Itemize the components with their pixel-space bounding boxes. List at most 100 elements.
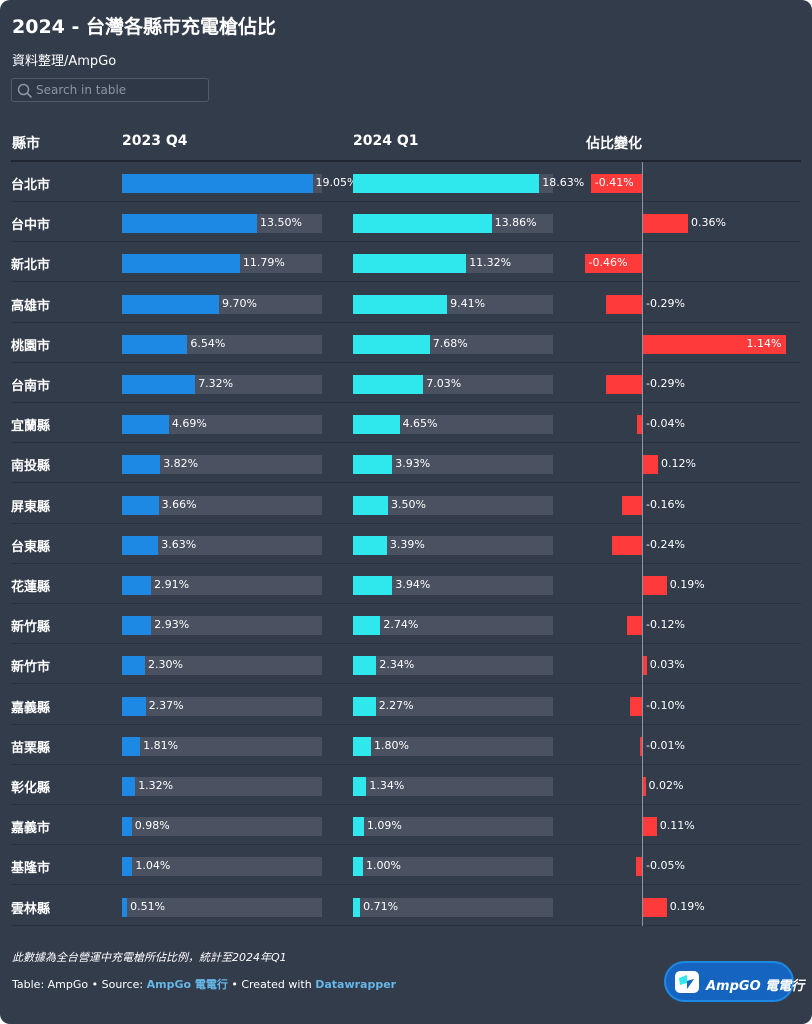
q1-bar-track: 1.80% [353,736,553,756]
change-bar [605,375,642,394]
table-row: 台南市 7.32% 7.03% -0.29% [11,363,801,403]
q1-bar [353,254,467,274]
q1-bar [353,334,430,354]
county-label: 基隆市 [11,861,51,877]
q4-bar [122,817,132,837]
q4-bar [122,616,152,636]
change-value-label: 0.19% [669,899,705,913]
q4-bar-track: 2.37% [122,696,322,716]
q1-bar [353,214,492,234]
data-note: 此數據為全台營運中充電槍所佔比例，統計至2024年Q1 [12,951,287,964]
row-divider [11,804,801,805]
datawrapper-link[interactable]: Datawrapper [315,978,397,991]
change-bar [637,415,642,435]
q1-bar [353,294,448,314]
county-label: 苗栗縣 [11,740,51,756]
row-divider [11,763,801,765]
q1-bar-track: 2.27% [353,696,553,716]
change-value-label: -0.10% [646,698,685,712]
change-value-label: 0.12% [661,457,696,471]
q4-bar-track: 2.91% [122,576,322,595]
table-row: 新竹市 2.30% 2.34% 0.03% [11,644,801,685]
q1-bar-track: 3.93% [353,455,553,475]
table-row: 高雄市 9.70% 9.41% -0.29% [11,283,801,323]
table-row: 台北市 19.05% 18.63% -0.41% [11,162,801,202]
q4-bar-track: 1.32% [122,777,322,796]
q1-bar-track: 18.63% [353,174,584,193]
source-link[interactable]: AmpGo 電電行 [146,978,228,991]
county-label: 桃園市 [11,338,51,354]
change-bar [605,294,642,314]
column-header-change[interactable]: 佔比變化 [586,136,642,152]
header-divider [11,160,801,162]
search-icon [17,83,33,99]
q4-bar [122,656,145,676]
q4-value-label: 9.70% [222,296,257,310]
q1-value-label: 7.03% [426,377,462,390]
row-divider [11,683,801,685]
q4-value-label: 11.79% [242,256,285,270]
chart-subtitle: 資料整理/AmpGo [12,54,117,69]
row-divider [11,321,801,323]
row-divider [11,361,801,363]
q4-value-label: 4.69% [171,417,207,431]
change-value-label: 1.14% [746,336,782,350]
q4-bar-track: 19.05% [122,174,357,193]
table-row: 基隆市 1.04% 1.00% -0.05% [11,845,801,886]
row-divider [11,281,801,283]
q4-value-label: 1.32% [138,779,174,792]
q1-bar-track: 1.09% [353,817,553,837]
row-divider [11,522,801,524]
county-label: 嘉義縣 [11,700,51,716]
footer-prefix: Table: AmpGo • Source: [12,978,147,991]
q4-bar-track: 0.98% [122,817,322,837]
county-label: 屏東縣 [11,499,51,515]
q1-bar [353,375,424,394]
change-value-label: 0.36% [691,216,726,230]
q1-bar [353,897,361,917]
q4-bar-track: 3.82% [122,455,322,475]
column-header-county[interactable]: 縣市 [12,136,40,152]
q4-value-label: 2.37% [148,698,184,712]
change-bar [629,696,642,716]
row-divider [11,643,801,645]
table-row: 新竹縣 2.93% 2.74% -0.12% [11,604,801,645]
q4-bar-track: 0.51% [122,897,322,917]
q1-bar [353,736,371,756]
q1-value-label: 4.65% [402,417,438,431]
row-divider [11,884,801,886]
q1-value-label: 11.32% [469,256,512,270]
column-header-q4[interactable]: 2023 Q4 [122,133,188,149]
change-bar [643,656,647,676]
change-bar [612,535,642,555]
q1-value-label: 3.93% [395,457,431,471]
q4-value-label: 6.54% [190,336,226,350]
county-label: 新竹縣 [11,620,51,636]
table-row: 苗栗縣 1.81% 1.80% -0.01% [11,725,801,765]
q1-bar [353,857,363,877]
change-bar [643,455,658,475]
county-label: 南投縣 [11,459,51,475]
search-input[interactable] [36,81,204,99]
q4-bar [122,495,159,515]
q1-bar [353,415,400,435]
q4-bar [122,535,159,555]
q1-value-label: 9.41% [450,296,486,310]
table-row: 桃園市 6.54% 7.68% 1.14% [11,323,801,363]
q1-bar-track: 7.03% [353,375,553,394]
search-box [11,78,209,102]
footer-credits: Table: AmpGo • Source: AmpGo 電電行 • Creat… [12,976,396,992]
q4-bar [122,415,169,435]
q4-bar [122,334,188,354]
change-value-label: -0.41% [594,176,634,189]
q1-bar-track: 4.65% [353,415,553,435]
column-header-q1[interactable]: 2024 Q1 [353,133,419,149]
q4-bar-track: 11.79% [122,254,322,274]
county-label: 台北市 [11,178,51,193]
q1-value-label: 7.68% [432,336,468,350]
table-row: 彰化縣 1.32% 1.34% 0.02% [11,765,801,805]
change-value-label: -0.05% [646,859,685,873]
change-value-label: -0.04% [646,417,685,431]
change-zero-axis [642,162,643,926]
q1-bar-track: 11.32% [353,254,553,274]
